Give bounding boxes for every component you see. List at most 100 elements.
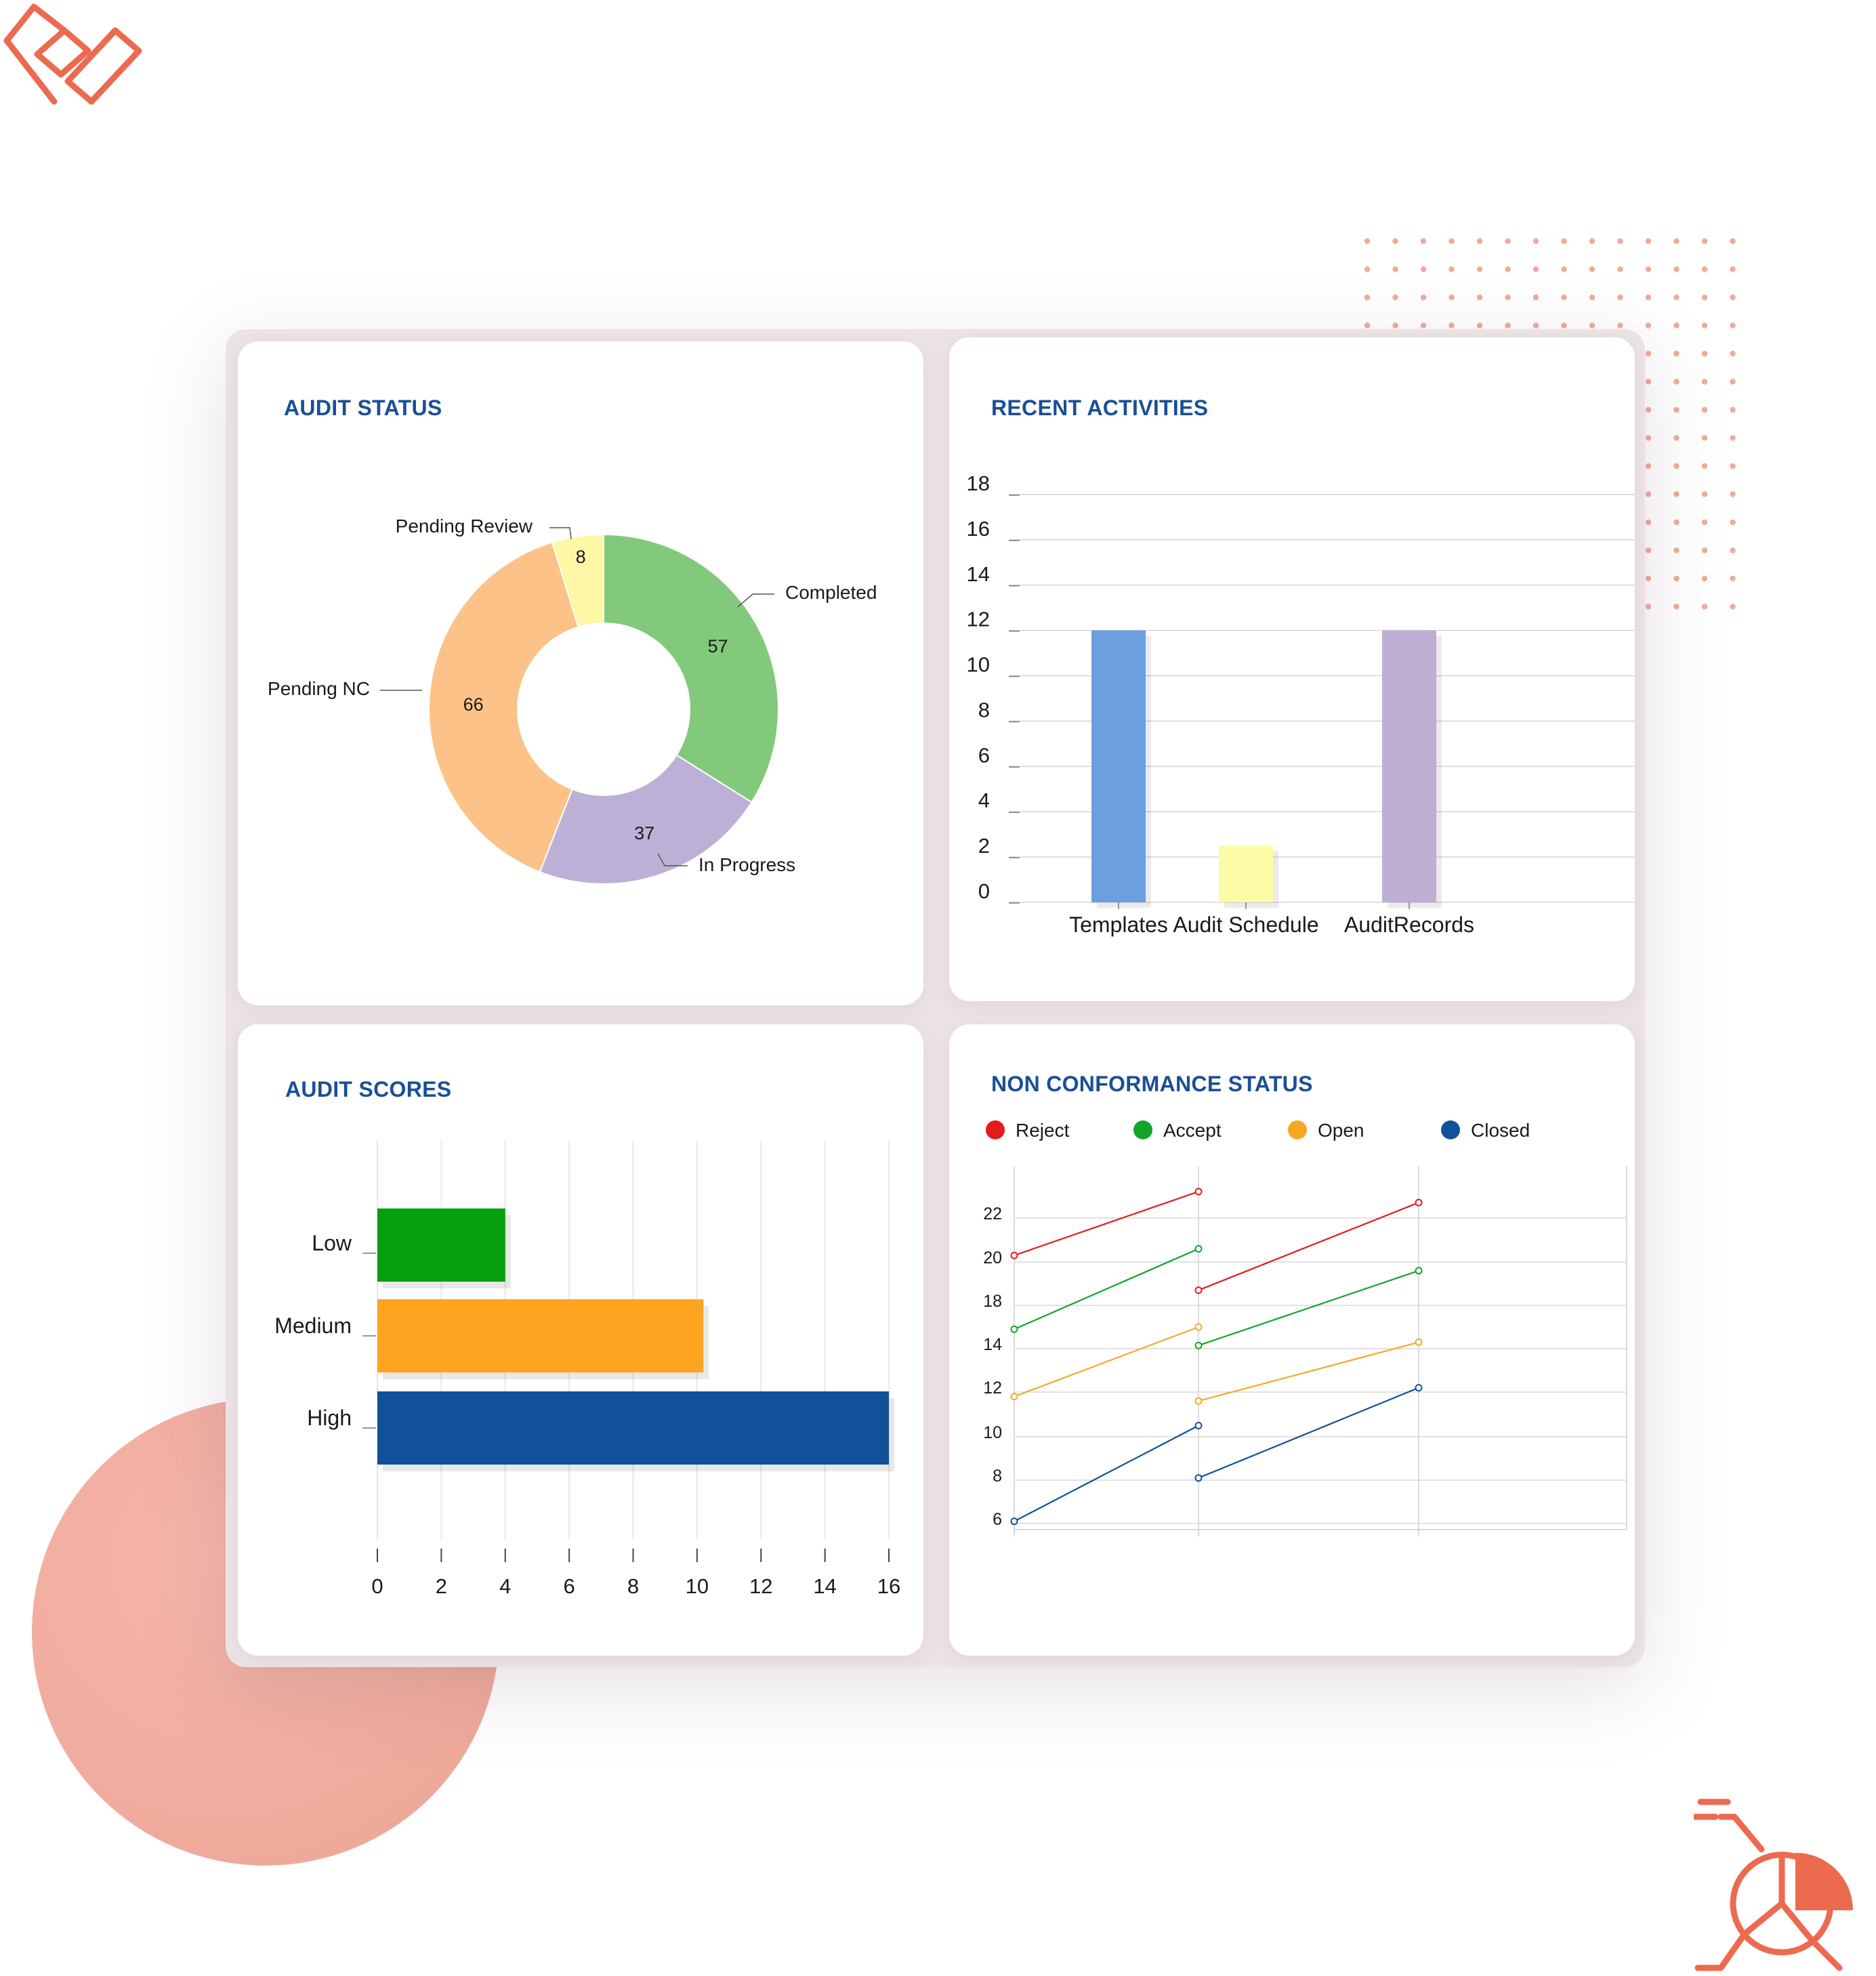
- decoration-dot: [1645, 350, 1652, 357]
- decoration-dot: [1645, 547, 1652, 553]
- decoration-dot: [1701, 294, 1708, 301]
- x-tick-label: 10: [686, 1574, 709, 1598]
- x-tick-label: 4: [499, 1574, 511, 1598]
- y-tick-label: 20: [983, 1248, 1002, 1267]
- decoration-dot: [1730, 547, 1736, 553]
- decoration-dot: [1730, 604, 1736, 610]
- decoration-dot: [1420, 238, 1427, 245]
- recent-activities-bar-chart: 0 2 4 6 8 10 12 14 16 18 Templates Audit Schedule Au…: [967, 471, 1635, 937]
- audit-status-card: AUDIT STATUS 57 Completed 37 In Progress 66 P…: [238, 341, 923, 1005]
- decoration-dot: [1448, 294, 1455, 301]
- legend-marker-closed: [1441, 1120, 1460, 1139]
- decoration-dot: [1476, 266, 1483, 272]
- decoration-dot: [1448, 322, 1455, 329]
- line-closed: [1014, 1425, 1199, 1522]
- decoration-dot: [1392, 322, 1398, 329]
- decoration-dot: [1730, 491, 1736, 497]
- y-tick-label: 16: [967, 517, 990, 541]
- donut-slice-pending-review: [551, 533, 604, 628]
- decoration-dot: [1561, 238, 1567, 245]
- y-tick-label: 4: [978, 789, 990, 812]
- line-accept: [1198, 1269, 1419, 1347]
- legend-label: Open: [1318, 1120, 1364, 1141]
- decoration-dot: [1364, 322, 1371, 329]
- decoration-dot: [1561, 322, 1567, 329]
- decoration-dot: [1533, 322, 1539, 329]
- bar-audit-schedule: [1219, 845, 1273, 902]
- decoration-dot: [1505, 294, 1511, 301]
- leader-line: [549, 527, 572, 540]
- decoration-dot: [1448, 238, 1455, 245]
- decoration-dot: [1645, 238, 1652, 245]
- legend-label: Reject: [1016, 1120, 1070, 1141]
- legend-marker-accept: [1133, 1120, 1152, 1139]
- decoration-dot: [1673, 379, 1680, 385]
- point-open: [1010, 1393, 1018, 1401]
- decoration-dot: [1730, 294, 1736, 301]
- slice-value-label: 66: [463, 694, 484, 715]
- decoration-dot: [1730, 406, 1736, 413]
- y-tick-label: 8: [978, 698, 990, 721]
- decoration-dot: [1589, 266, 1596, 272]
- decoration-dot: [1448, 266, 1455, 272]
- x-category-label: Audit Schedule: [1173, 912, 1318, 937]
- y-tick-label: 10: [967, 653, 990, 677]
- point-closed: [1194, 1422, 1203, 1429]
- decoration-dot: [1645, 406, 1652, 413]
- decoration-dot: [1420, 294, 1427, 301]
- decoration-dot: [1645, 463, 1652, 469]
- decoration-dot: [1730, 519, 1736, 526]
- decoration-dot: [1673, 238, 1680, 245]
- decoration-dot: [1701, 266, 1708, 272]
- decoration-dot: [1673, 547, 1680, 553]
- decoration-dot: [1645, 604, 1652, 610]
- decoration-dot: [1589, 294, 1596, 301]
- decoration-dot: [1533, 294, 1539, 301]
- decoration-dot: [1589, 238, 1596, 245]
- decoration-dot: [1533, 238, 1539, 245]
- decoration-dot: [1645, 519, 1652, 526]
- x-category-label: AuditRecords: [1344, 912, 1474, 937]
- donut-slice-completed: [603, 533, 779, 803]
- decoration-dot: [1645, 294, 1652, 301]
- decoration-dot: [1673, 406, 1680, 413]
- slice-value-label: 8: [576, 547, 586, 567]
- decoration-dot: [1673, 294, 1680, 301]
- recent-activities-title: RECENT ACTIVITIES: [991, 396, 1209, 420]
- legend-marker-reject: [986, 1120, 1005, 1139]
- decoration-dot: [1645, 491, 1652, 497]
- decoration-dot: [1645, 266, 1652, 272]
- pie-chart-icon: [1694, 1799, 1853, 1971]
- point-open: [1194, 1397, 1203, 1405]
- decoration-dot: [1673, 322, 1680, 329]
- decoration-dot: [1730, 350, 1736, 357]
- x-tick-label: 8: [627, 1574, 639, 1598]
- audit-scores-bar-chart: 0 2 4 6 8 10 12 14 16 Low Medium High: [274, 1141, 900, 1598]
- decoration-dot: [1730, 463, 1736, 469]
- slice-value-label: 57: [707, 636, 728, 656]
- slice-name-label: Completed: [785, 582, 877, 603]
- decoration-dot: [1476, 322, 1483, 329]
- line-accept: [1014, 1248, 1199, 1330]
- line-closed: [1198, 1387, 1419, 1479]
- y-tick-label: 2: [978, 834, 990, 858]
- bar-low: [377, 1208, 505, 1282]
- decoration-dot: [1730, 575, 1736, 582]
- decoration-dot: [1420, 322, 1427, 329]
- decoration-dot: [1645, 322, 1652, 329]
- decoration-dot: [1476, 238, 1483, 245]
- decoration-dot: [1730, 266, 1736, 272]
- y-category-label: Low: [312, 1231, 352, 1255]
- decoration-dot: [1673, 350, 1680, 357]
- decoration-dot: [1701, 604, 1708, 610]
- y-tick-label: 22: [983, 1204, 1002, 1223]
- x-tick-label: 2: [436, 1574, 447, 1598]
- decoration-dot: [1673, 435, 1680, 441]
- point-accept: [1194, 1245, 1203, 1253]
- audit-status-donut-chart: 57 Completed 37 In Progress 66 Pending NC 8 Pen…: [268, 516, 877, 885]
- donut-slice-pending-nc: [428, 541, 579, 873]
- y-tick-label: 18: [967, 471, 990, 495]
- point-open: [1194, 1323, 1203, 1331]
- bar-auditrecords: [1382, 630, 1436, 902]
- line-open: [1198, 1341, 1419, 1402]
